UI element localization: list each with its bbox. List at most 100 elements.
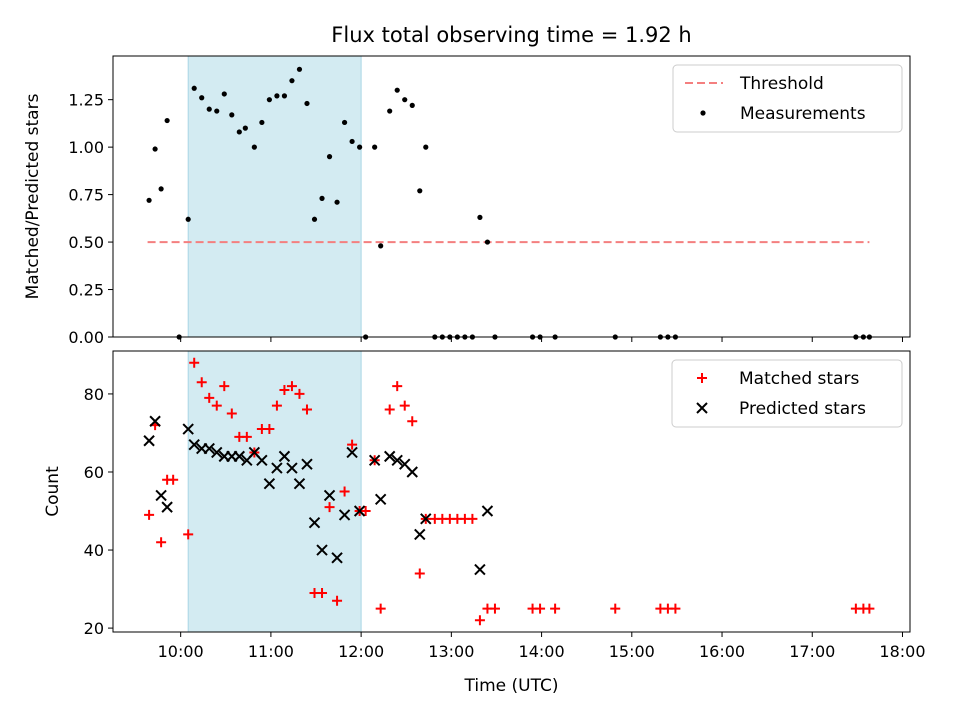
data-point [387, 108, 393, 114]
data-point [182, 423, 194, 435]
data-point [293, 477, 306, 490]
legend-handle [700, 110, 706, 116]
top-axes-frame [112, 55, 911, 338]
data-point [414, 528, 426, 541]
data-point [301, 458, 313, 470]
data-point [489, 603, 500, 614]
data-point [281, 93, 288, 99]
data-point [259, 119, 265, 126]
data-point [319, 195, 325, 201]
series-measurements [146, 66, 872, 340]
x-tick-label: 12:00 [338, 642, 384, 661]
data-point [221, 91, 227, 97]
data-point [311, 216, 318, 222]
legend-box [671, 359, 903, 428]
data-point [864, 603, 875, 614]
data-point [199, 95, 205, 101]
bottom-y-axis-label: Count [43, 466, 63, 517]
data-point [233, 450, 246, 463]
data-point [347, 439, 358, 450]
data-point [341, 119, 348, 126]
data-point [392, 381, 403, 392]
data-point [226, 408, 237, 419]
data-point [278, 450, 291, 463]
legend-label: Measurements [740, 104, 866, 124]
data-point [383, 450, 396, 463]
top-x-ticks [180, 337, 903, 342]
data-point [146, 197, 152, 203]
y-tick-label: 0.00 [68, 328, 104, 347]
y-tick-label: 40 [84, 541, 104, 560]
data-point [156, 537, 167, 548]
data-point [271, 400, 282, 411]
legend-box [672, 64, 903, 133]
data-point [550, 603, 561, 614]
data-point [372, 144, 378, 150]
data-point [339, 486, 350, 497]
data-point [360, 506, 371, 517]
data-point [274, 93, 280, 99]
top-highlight-span [187, 55, 362, 338]
data-point [204, 392, 215, 403]
data-point [399, 400, 410, 411]
data-point [375, 603, 386, 614]
data-point [144, 509, 155, 520]
data-point [304, 100, 310, 107]
data-point [353, 505, 366, 517]
data-point [481, 505, 494, 517]
data-point [219, 381, 230, 392]
data-point [263, 477, 276, 490]
data-point [484, 239, 491, 245]
y-tick-label: 20 [84, 619, 104, 638]
data-point [423, 144, 429, 150]
data-point [610, 603, 621, 614]
data-point [324, 502, 335, 513]
data-point [467, 513, 478, 524]
data-point [308, 517, 321, 529]
data-point [203, 442, 215, 455]
data-point [670, 603, 681, 614]
data-point [317, 587, 328, 598]
data-point [236, 129, 242, 135]
y-tick-label: 0.75 [68, 186, 104, 205]
data-point [264, 424, 275, 435]
data-point [185, 216, 191, 222]
data-point [407, 416, 418, 427]
data-point [332, 595, 343, 606]
data-point [368, 454, 381, 466]
x-tick-label: 13:00 [428, 642, 474, 661]
y-tick-label: 60 [84, 463, 104, 482]
bottom-highlight-span [187, 350, 362, 633]
data-point [271, 462, 283, 474]
data-point [346, 446, 358, 459]
x-tick-label: 18:00 [879, 642, 925, 661]
bottom-y-ticks: 20 40 60 80 [84, 385, 113, 638]
data-point [242, 125, 248, 131]
data-point [384, 404, 395, 415]
data-point [188, 438, 200, 451]
data-point [331, 552, 343, 564]
data-point [417, 188, 423, 194]
x-tick-label: 14:00 [519, 642, 565, 661]
data-point [374, 493, 387, 506]
data-point [296, 66, 303, 72]
data-point [152, 146, 158, 152]
legend-label: Predicted stars [739, 399, 866, 419]
bottom-legend: Matched stars Predicted stars [671, 359, 903, 428]
data-point [535, 603, 546, 614]
legend-handle [696, 402, 708, 414]
data-point [474, 615, 485, 626]
data-point [189, 357, 200, 368]
data-point [211, 446, 223, 459]
data-point [286, 462, 298, 474]
data-point [279, 385, 290, 396]
legend-label: Matched stars [739, 369, 859, 389]
data-point [406, 466, 418, 478]
data-point [391, 454, 403, 466]
data-point [289, 78, 295, 84]
x-tick-label: 15:00 [609, 642, 655, 661]
y-tick-label: 80 [84, 385, 104, 404]
data-point [334, 199, 340, 205]
legend-handle [697, 373, 707, 383]
